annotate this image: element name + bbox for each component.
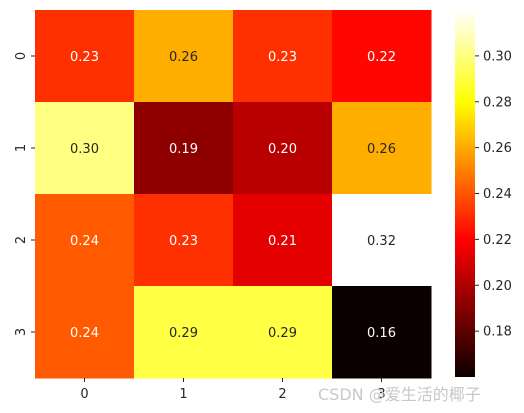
heatmap-cells	[35, 10, 432, 379]
heatmap-cell	[35, 10, 135, 103]
y-tick-label: 1	[14, 144, 29, 152]
x-axis: 0 1 2 3	[80, 378, 386, 402]
heatmap-cell	[332, 194, 432, 287]
colorbar-tick-label: 0.30	[483, 49, 512, 64]
cell-value-label: 0.29	[268, 326, 297, 341]
watermark: CSDN @爱生活的椰子	[318, 385, 481, 404]
colorbar-tick-label: 0.22	[483, 233, 512, 248]
heatmap-cell	[233, 194, 333, 287]
cell-value-label: 0.32	[367, 234, 396, 249]
cell-value-label: 0.30	[70, 142, 99, 157]
cell-value-label: 0.29	[169, 326, 198, 341]
heatmap-cell-labels: 0.23 0.26 0.23 0.22 0.30 0.19 0.20 0.26 0.24 0.23…	[70, 50, 396, 341]
heatmap-cell	[35, 286, 135, 379]
cell-value-label: 0.16	[367, 326, 396, 341]
heatmap-cell	[35, 194, 135, 287]
cell-value-label: 0.23	[70, 50, 99, 65]
colorbar-tick-label: 0.28	[483, 95, 512, 110]
cell-value-label: 0.24	[70, 326, 99, 341]
x-tick-label: 1	[179, 387, 187, 402]
colorbar	[455, 10, 475, 377]
cell-value-label: 0.24	[70, 234, 99, 249]
cell-value-label: 0.19	[169, 142, 198, 157]
y-tick-label: 3	[14, 328, 29, 336]
heatmap-cell	[332, 286, 432, 379]
x-tick-label: 3	[377, 387, 385, 402]
colorbar-tick-label: 0.20	[483, 279, 512, 294]
cell-value-label: 0.26	[367, 142, 396, 157]
heatmap-cell	[134, 10, 234, 103]
cell-value-label: 0.23	[169, 234, 198, 249]
heatmap-cell	[332, 10, 432, 103]
y-tick-label: 0	[14, 52, 29, 60]
heatmap-cell	[332, 102, 432, 195]
heatmap-cell	[233, 286, 333, 379]
heatmap-cell	[134, 194, 234, 287]
heatmap-cell	[35, 102, 135, 195]
y-tick-label: 2	[14, 236, 29, 244]
cell-value-label: 0.20	[268, 142, 297, 157]
heatmap-cell	[233, 10, 333, 103]
cell-value-label: 0.21	[268, 234, 297, 249]
colorbar-tick-label: 0.24	[483, 187, 512, 202]
x-tick-label: 0	[80, 387, 88, 402]
x-tick-label: 2	[278, 387, 286, 402]
cell-value-label: 0.22	[367, 50, 396, 65]
colorbar-tick-label: 0.18	[483, 325, 512, 340]
heatmap-cell	[134, 102, 234, 195]
colorbar-axis: 0.18 0.20 0.22 0.24 0.26 0.28 0.30	[475, 49, 512, 340]
heatmap-cell	[134, 286, 234, 379]
cell-value-label: 0.23	[268, 50, 297, 65]
heatmap-cell	[233, 102, 333, 195]
colorbar-tick-label: 0.26	[483, 141, 512, 156]
cell-value-label: 0.26	[169, 50, 198, 65]
y-axis: 0 1 2 3	[14, 52, 35, 336]
